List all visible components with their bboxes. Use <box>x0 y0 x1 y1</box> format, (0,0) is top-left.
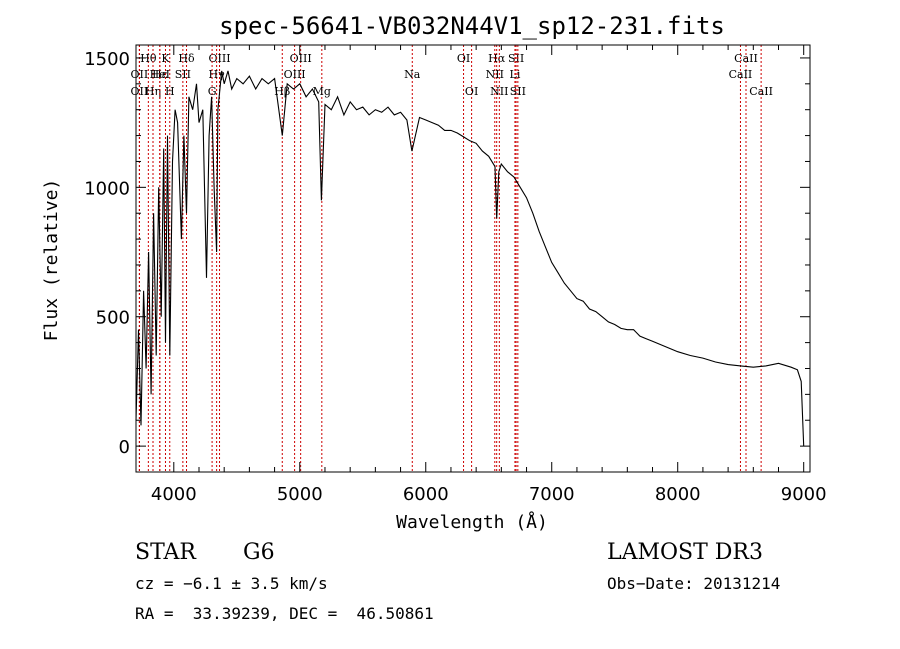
line-label-26: CaII <box>734 52 758 65</box>
line-label-22: NII <box>490 85 508 98</box>
x-tick-label-1: 5000 <box>277 484 323 505</box>
line-label-27: CaII <box>729 68 753 81</box>
y-tick-label-3: 1500 <box>84 49 130 70</box>
spectrum-series-line <box>135 70 805 447</box>
line-label-18: OI <box>457 52 470 65</box>
line-label-24: Li <box>510 68 521 81</box>
line-label-14: OIII <box>284 68 306 81</box>
line-label-10: OIII <box>208 52 230 65</box>
redshift-cz: cz = −6.1 ± 3.5 km/s <box>135 574 328 593</box>
line-label-13: OIII <box>290 52 312 65</box>
obs-date: Obs−Date: 20131214 <box>607 574 781 593</box>
coordinates: RA = 33.39239, DEC = 46.50861 <box>135 604 434 623</box>
line-label-2: OII <box>131 85 149 98</box>
line-label-17: Na <box>404 68 421 81</box>
line-label-0: Hθ <box>140 52 157 65</box>
y-tick-label-0: 0 <box>119 437 130 458</box>
line-label-23: SII <box>508 52 524 65</box>
line-label-21: NII <box>486 68 504 81</box>
x-tick-label-3: 7000 <box>529 484 575 505</box>
line-label-4: Hη <box>145 85 161 98</box>
x-tick-label-4: 8000 <box>655 484 701 505</box>
line-label-12: G <box>208 85 217 98</box>
y-axis-label: Flux (relative) <box>41 179 62 342</box>
line-label-9: SII <box>175 68 191 81</box>
survey-name: LAMOST DR3 <box>607 540 763 565</box>
line-label-7: H <box>165 85 175 98</box>
subclass: G6 <box>243 540 275 565</box>
plot-frame <box>135 44 811 473</box>
object-type: STAR <box>135 540 196 565</box>
line-label-6: HeI <box>150 68 170 81</box>
line-label-28: CaII <box>749 85 773 98</box>
chart-title: spec-56641-VB032N44V1_sp12-231.fits <box>219 12 725 40</box>
x-axis-label: Wavelength (Å) <box>396 511 548 533</box>
x-tick-label-2: 6000 <box>403 484 449 505</box>
y-tick-label-2: 1000 <box>84 178 130 199</box>
x-tick-label-0: 4000 <box>151 484 197 505</box>
line-label-8: Hδ <box>178 52 195 65</box>
line-label-20: Hα <box>488 52 506 65</box>
line-label-19: OI <box>465 85 478 98</box>
x-tick-label-5: 9000 <box>781 484 827 505</box>
line-label-16: Mg <box>313 85 331 98</box>
line-label-25: SII <box>510 85 526 98</box>
line-label-5: K <box>161 52 170 65</box>
y-tick-label-1: 500 <box>96 308 130 329</box>
